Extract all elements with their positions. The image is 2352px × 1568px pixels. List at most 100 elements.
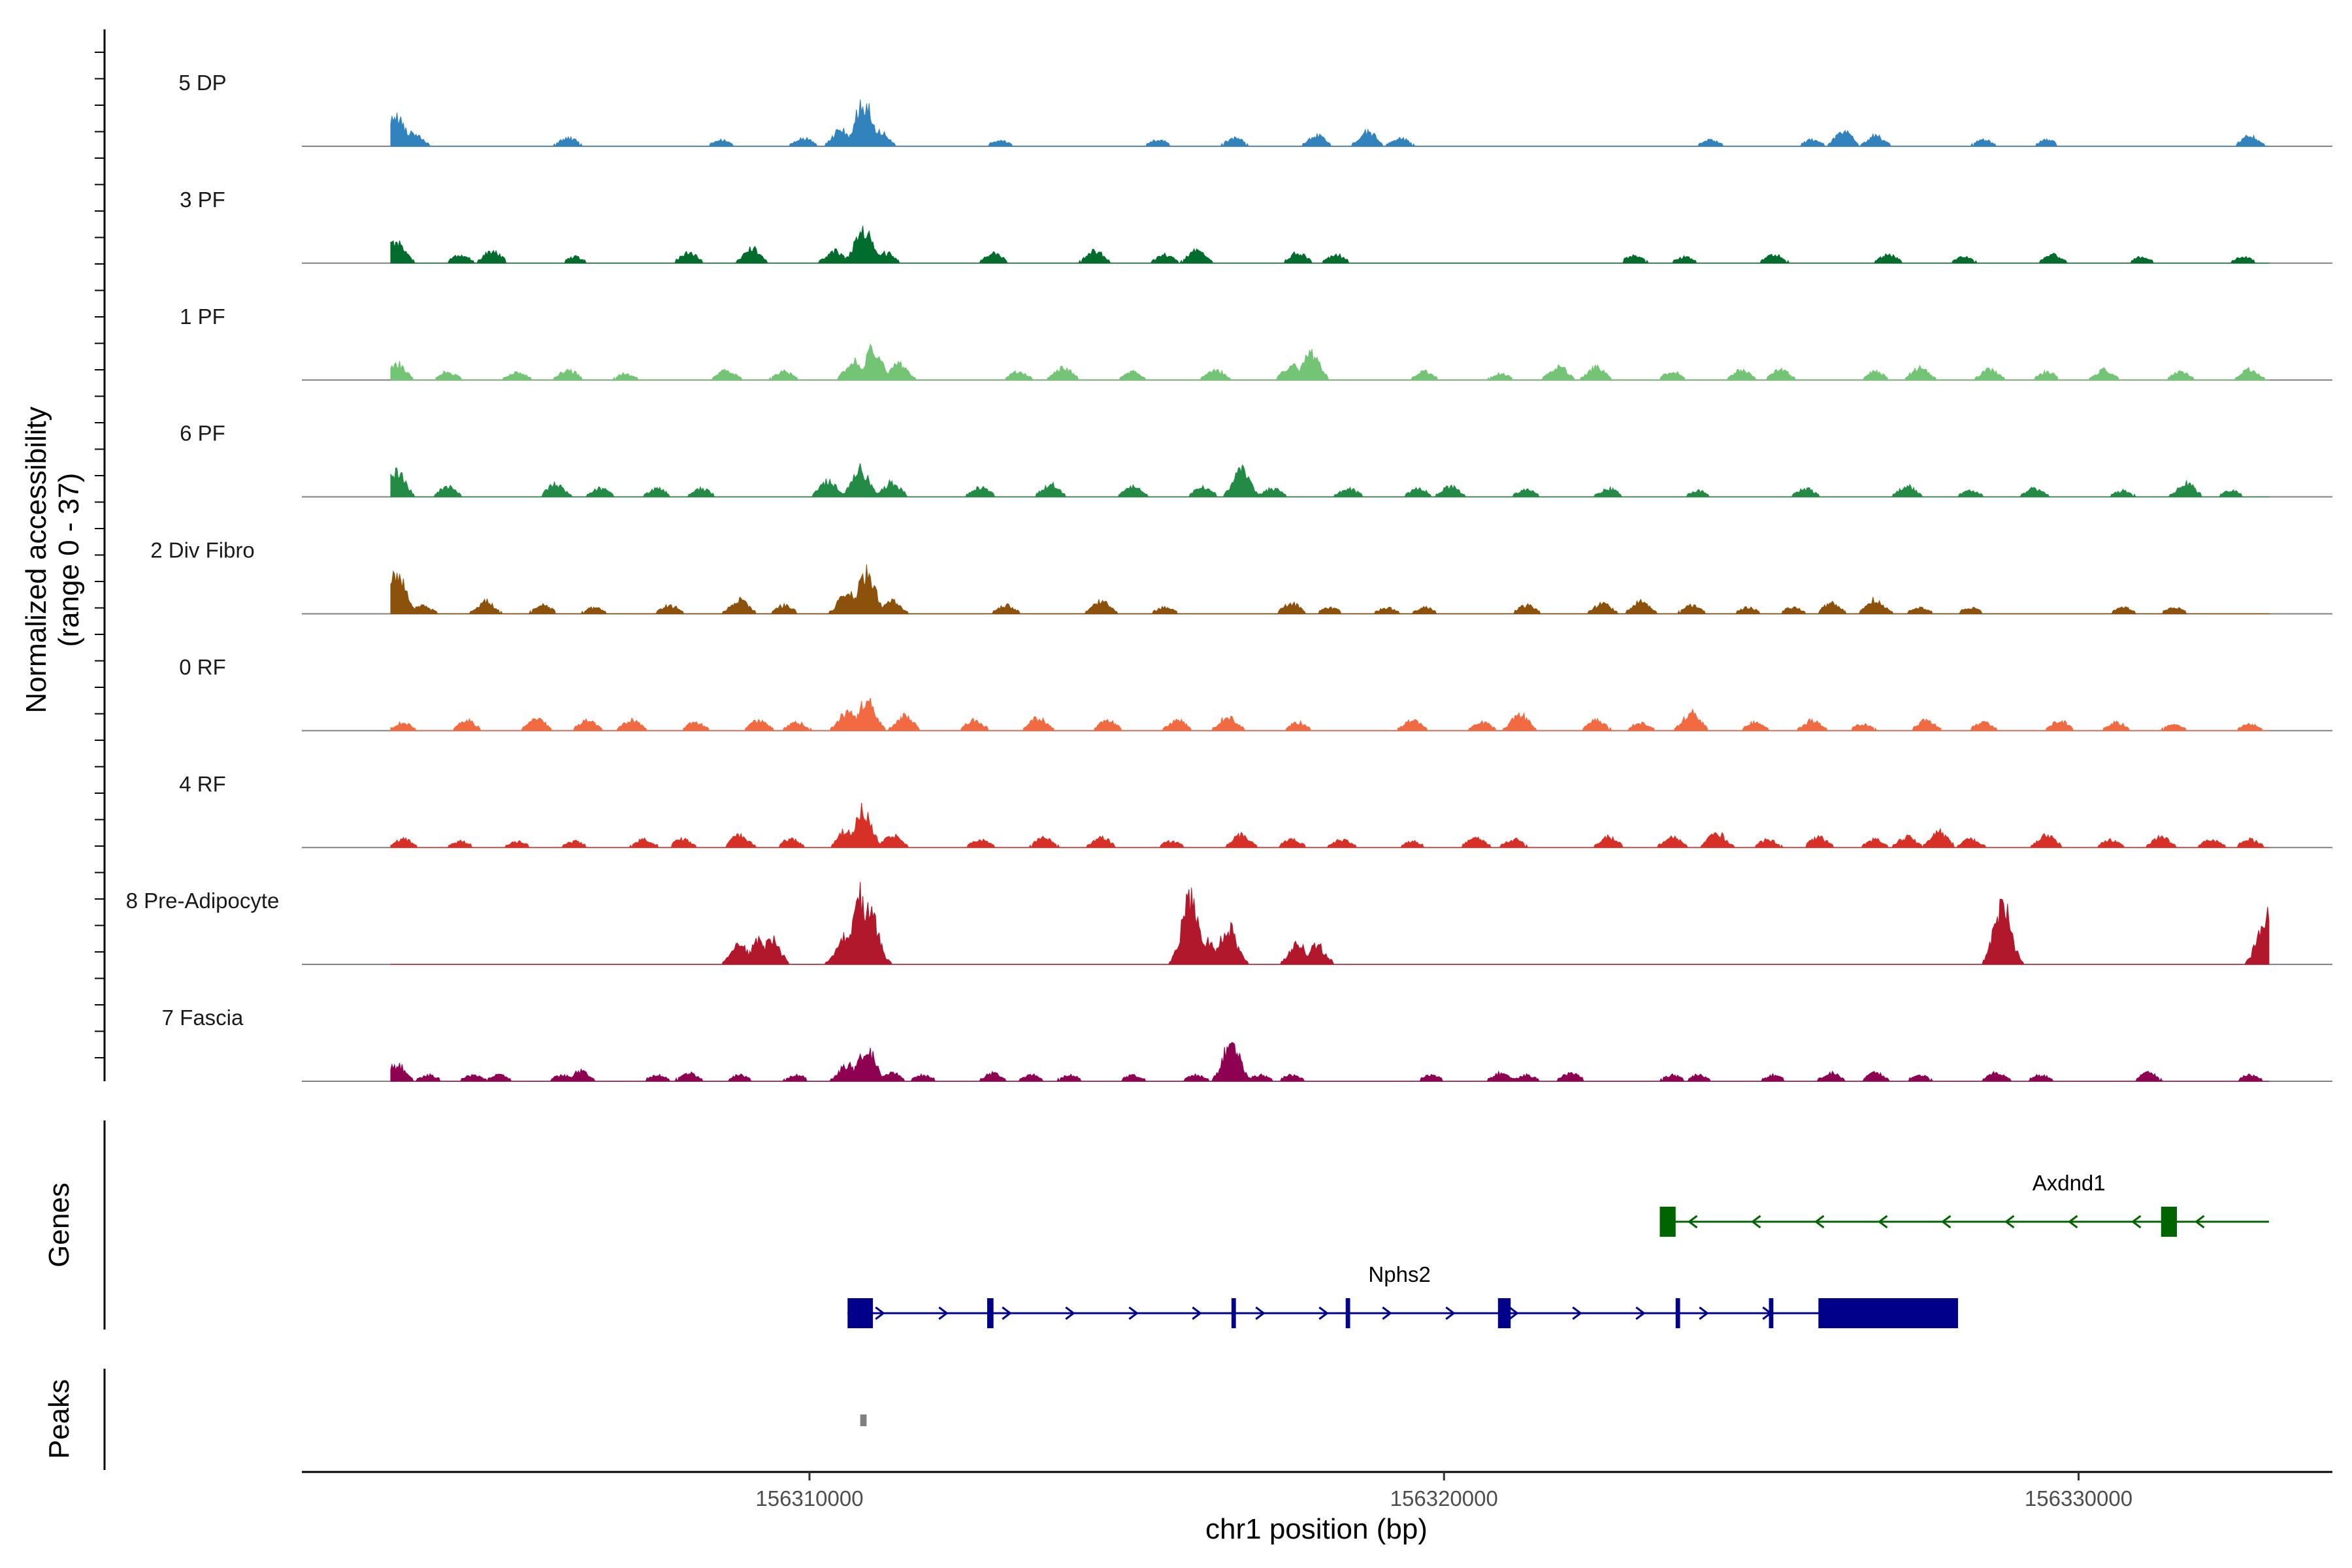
coverage-peak bbox=[1240, 839, 1242, 848]
coverage-peak bbox=[2059, 723, 2061, 731]
coverage-peak bbox=[466, 723, 468, 731]
coverage-peak bbox=[1132, 489, 1134, 497]
coverage-peak bbox=[1329, 609, 1331, 614]
genes-panel-title: Genes bbox=[43, 1183, 75, 1267]
y-axis-title: Normalized accessibility bbox=[20, 406, 52, 713]
coverage-peak bbox=[1773, 257, 1775, 263]
coverage-peak bbox=[898, 368, 899, 380]
coverage-peak bbox=[574, 259, 576, 263]
coverage-peak bbox=[587, 723, 589, 731]
coverage-peak bbox=[517, 374, 519, 380]
coverage-peak bbox=[1938, 836, 1940, 848]
coverage-peak bbox=[739, 604, 741, 614]
coverage-peak bbox=[688, 1075, 690, 1081]
coverage-peak bbox=[1874, 604, 1876, 614]
coverage-peak bbox=[796, 725, 798, 731]
coverage-peak bbox=[1297, 950, 1299, 965]
track-0-rf: 0 RF bbox=[179, 655, 2332, 732]
coverage-peak bbox=[447, 374, 449, 380]
coverage-peak bbox=[840, 135, 842, 146]
strand-arrow bbox=[1687, 1215, 1698, 1229]
coverage-peak bbox=[853, 367, 855, 380]
coverage-peak bbox=[1132, 374, 1134, 380]
coverage-peak bbox=[1608, 840, 1610, 848]
coverage-peak bbox=[555, 488, 557, 497]
coverage-peak bbox=[1818, 840, 1820, 848]
coverage-signal bbox=[390, 99, 2270, 148]
coverage-peak bbox=[1475, 840, 1477, 848]
track-label: 3 PF bbox=[180, 188, 225, 212]
coverage-signal bbox=[390, 1041, 2269, 1083]
coverage-peak bbox=[1230, 1054, 1232, 1081]
y-axis-title-line1: Normalized accessibility bbox=[20, 406, 52, 713]
coverage-peak bbox=[859, 478, 861, 497]
coverage-peak bbox=[1982, 142, 1984, 146]
coverage-peak bbox=[396, 368, 398, 380]
coverage-peak bbox=[402, 841, 404, 848]
coverage-peak bbox=[1874, 139, 1876, 146]
coverage-peak bbox=[834, 254, 836, 263]
strand-arrow bbox=[2004, 1215, 2015, 1229]
coverage-peak bbox=[1697, 493, 1699, 497]
coverage-peak bbox=[999, 142, 1001, 146]
coverage-peak bbox=[1748, 609, 1750, 614]
coverage-peak bbox=[1202, 489, 1204, 497]
coverage-peak bbox=[1050, 488, 1052, 497]
strand-arrow bbox=[1065, 1306, 1075, 1320]
coverage-peak bbox=[1970, 609, 1972, 614]
coverage-peak bbox=[1291, 606, 1293, 614]
coverage-peak bbox=[2148, 1075, 2149, 1081]
coverage-peak bbox=[1062, 371, 1064, 380]
coverage-peak bbox=[866, 709, 868, 731]
coverage-peak bbox=[1291, 370, 1293, 380]
coverage-peak bbox=[2249, 1077, 2251, 1081]
coverage-peak bbox=[828, 485, 830, 497]
coverage-peak bbox=[681, 841, 683, 848]
coverage-peak bbox=[688, 255, 690, 263]
coverage-peak bbox=[758, 949, 760, 965]
coverage-peak bbox=[1887, 257, 1889, 263]
coverage-peak bbox=[1526, 608, 1527, 614]
coverage-peak bbox=[567, 140, 569, 146]
coverage-signal bbox=[390, 881, 2270, 965]
coverage-peak bbox=[1602, 606, 1604, 614]
coverage-peak bbox=[1830, 1075, 1832, 1081]
coverage-peak bbox=[739, 1077, 741, 1081]
coverage-peak bbox=[992, 1075, 994, 1081]
coverage-peak bbox=[2103, 372, 2105, 380]
gene-exon bbox=[2161, 1207, 2178, 1237]
coverage-peak bbox=[1684, 259, 1686, 263]
coverage-peak bbox=[2173, 726, 2175, 731]
coverage-peak bbox=[1205, 949, 1207, 965]
gene-exon bbox=[1769, 1298, 1774, 1328]
coverage-peak bbox=[1595, 723, 1597, 731]
coverage-peak bbox=[1906, 840, 1908, 848]
coverage-peak bbox=[2046, 374, 2048, 380]
coverage-peak bbox=[625, 376, 627, 380]
gene-exon bbox=[1675, 1298, 1680, 1328]
gene-axdnd1: Axdnd1 bbox=[1659, 1171, 2269, 1237]
coverage-peak bbox=[1691, 717, 1692, 731]
coverage-peak bbox=[1291, 1077, 1293, 1081]
coverage-peak bbox=[1874, 1075, 1876, 1081]
coverage-peak bbox=[789, 841, 791, 848]
track-label: 6 PF bbox=[180, 421, 225, 446]
coverage-peak bbox=[1418, 491, 1420, 497]
track-6-pf: 6 PF bbox=[180, 421, 2332, 498]
coverage-peak bbox=[1233, 140, 1235, 146]
gene-exon bbox=[1231, 1298, 1236, 1328]
coverage-peak bbox=[1595, 371, 1597, 380]
coverage-signal bbox=[390, 564, 2270, 615]
coverage-peak bbox=[802, 140, 804, 146]
coverage-peak bbox=[1671, 840, 1673, 848]
coverage-peak bbox=[878, 136, 880, 146]
coverage-peak bbox=[2243, 259, 2244, 263]
coverage-peak bbox=[1526, 491, 1527, 497]
coverage-peak bbox=[1215, 372, 1217, 380]
coverage-peak bbox=[980, 489, 982, 497]
coverage-peak bbox=[644, 841, 645, 848]
coverage-peak bbox=[561, 1077, 563, 1081]
coverage-peak bbox=[1874, 841, 1876, 848]
track-4-rf: 4 RF bbox=[179, 772, 2332, 849]
coverage-peak bbox=[1170, 843, 1172, 848]
